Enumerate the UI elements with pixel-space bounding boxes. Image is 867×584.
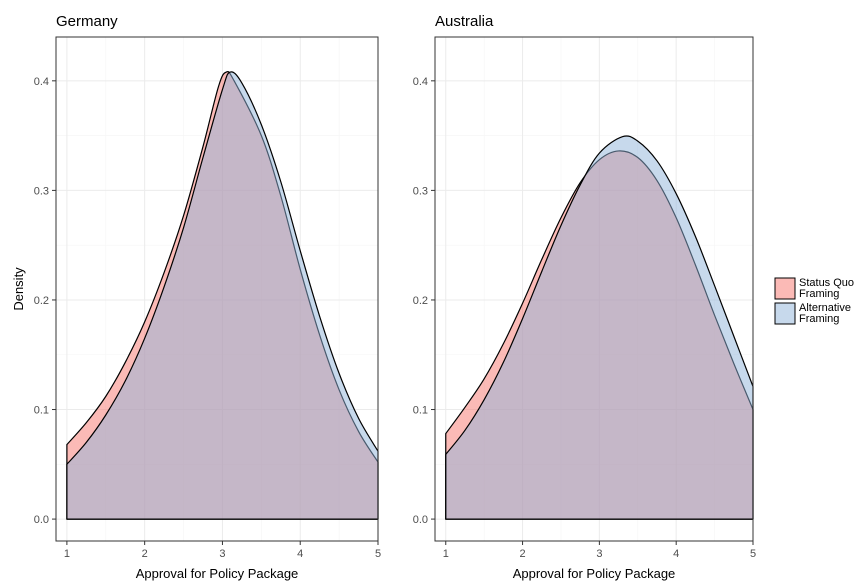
australia-density-areas bbox=[445, 135, 754, 520]
germany-y-tick-label: 0.4 bbox=[34, 76, 49, 88]
panel-germany: Germany 1 2 3 4 5 0.0 0.1 0.2 0.3 0.4 Approval f… bbox=[11, 13, 381, 581]
panel-australia: Australia 1 2 3 4 5 0.0 0.1 0.2 0.3 0.4 Approval… bbox=[413, 13, 756, 581]
australia-y-tick-label: 0.0 bbox=[413, 514, 428, 526]
australia-y-ticks: 0.0 0.1 0.2 0.3 0.4 bbox=[413, 76, 435, 526]
australia-y-tick-label: 0.3 bbox=[413, 185, 428, 197]
legend-label-alternative-line2: Framing bbox=[799, 313, 839, 325]
germany-x-tick-label: 1 bbox=[64, 548, 70, 560]
germany-x-tick-label: 4 bbox=[297, 548, 303, 560]
australia-y-tick-label: 0.2 bbox=[413, 295, 428, 307]
y-axis-title: Density bbox=[11, 267, 26, 311]
germany-x-tick-label: 5 bbox=[375, 548, 381, 560]
australia-x-tick-label: 5 bbox=[750, 548, 756, 560]
legend-key-status-quo bbox=[774, 277, 796, 300]
australia-x-axis-title: Approval for Policy Package bbox=[513, 566, 676, 581]
germany-x-axis-title: Approval for Policy Package bbox=[136, 566, 299, 581]
germany-y-tick-label: 0.1 bbox=[34, 405, 49, 417]
panel-title-australia: Australia bbox=[435, 13, 494, 30]
australia-y-tick-label: 0.4 bbox=[413, 76, 428, 88]
legend: Status Quo Framing Alternative Framing bbox=[774, 277, 854, 325]
australia-x-tick-label: 2 bbox=[520, 548, 526, 560]
germany-density-alternative bbox=[66, 71, 379, 520]
germany-y-ticks: 0.0 0.1 0.2 0.3 0.4 bbox=[34, 76, 56, 526]
germany-y-tick-label: 0.0 bbox=[34, 514, 49, 526]
germany-panel-border bbox=[55, 36, 379, 542]
australia-x-tick-label: 1 bbox=[443, 548, 449, 560]
legend-key-alternative bbox=[774, 302, 796, 325]
australia-x-tick-label: 3 bbox=[596, 548, 602, 560]
australia-x-ticks: 1 2 3 4 5 bbox=[443, 541, 756, 560]
australia-x-tick-label: 4 bbox=[673, 548, 679, 560]
australia-y-tick-label: 0.1 bbox=[413, 405, 428, 417]
germany-x-tick-label: 3 bbox=[219, 548, 225, 560]
legend-label-status-quo-line1: Status Quo bbox=[799, 277, 854, 289]
legend-label-status-quo-line2: Framing bbox=[799, 288, 839, 300]
panel-title-germany: Germany bbox=[56, 13, 118, 30]
australia-panel-border bbox=[434, 36, 754, 542]
germany-x-tick-label: 2 bbox=[142, 548, 148, 560]
australia-density-alternative bbox=[445, 135, 754, 520]
germany-density-areas bbox=[66, 70, 379, 520]
germany-x-ticks: 1 2 3 4 5 bbox=[64, 541, 381, 560]
germany-y-tick-label: 0.3 bbox=[34, 185, 49, 197]
germany-y-tick-label: 0.2 bbox=[34, 295, 49, 307]
legend-label-alternative-line1: Alternative bbox=[799, 302, 851, 314]
